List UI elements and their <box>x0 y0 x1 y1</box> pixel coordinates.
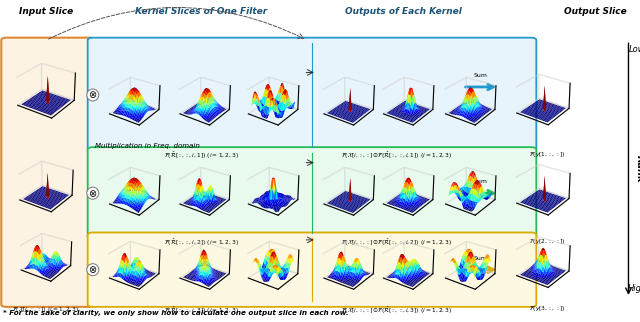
FancyBboxPatch shape <box>88 147 536 239</box>
Text: $\mathcal{F}(y[3,:,:])$: $\mathcal{F}(y[3,:,:])$ <box>529 304 565 313</box>
FancyBboxPatch shape <box>88 232 536 307</box>
Text: Output Slice: Output Slice <box>564 7 627 16</box>
Text: Multiplication in Freq. domain: Multiplication in Freq. domain <box>95 143 200 149</box>
FancyBboxPatch shape <box>1 38 95 307</box>
Text: Sum: Sum <box>474 179 488 185</box>
Text: Sum: Sum <box>474 256 488 261</box>
Text: $\mathcal{F}(\hat{\mathcal{R}}[:,:,i,2])\ (i=1,2,3)$: $\mathcal{F}(\hat{\mathcal{R}}[:,:,i,2])… <box>164 237 239 248</box>
Text: $\otimes$: $\otimes$ <box>88 90 97 100</box>
Text: $\mathcal{F}(\hat{\mathcal{R}}[:,:,i,1])\ (i=1,2,3)$: $\mathcal{F}(\hat{\mathcal{R}}[:,:,i,1])… <box>164 150 239 161</box>
Text: Sum: Sum <box>474 73 488 78</box>
Text: $\mathcal{F}(y[1,:,:])$: $\mathcal{F}(y[1,:,:])$ <box>529 150 565 159</box>
Text: $\otimes$: $\otimes$ <box>88 188 97 199</box>
Text: Outputs of Each Kernel: Outputs of Each Kernel <box>345 7 461 16</box>
Text: Input Slice: Input Slice <box>19 7 73 16</box>
Text: $\mathcal{F}(y[2,:,:])$: $\mathcal{F}(y[2,:,:])$ <box>529 237 565 246</box>
Text: $\mathcal{F}(\hat{\mathcal{R}}[:,:,i,3])\ (i=1,2,3)$: $\mathcal{F}(\hat{\mathcal{R}}[:,:,i,3])… <box>164 304 239 316</box>
Text: $\mathcal{F}(\mathcal{X}[i,:,:])\ (i=1,2,3)$: $\mathcal{F}(\mathcal{X}[i,:,:])\ (i=1,2… <box>12 304 80 314</box>
Text: $\mathcal{F}(\mathcal{X}[i,:,:]\!\odot\!\mathcal{F}(\hat{\mathcal{R}}[:,:,i,2])\: $\mathcal{F}(\mathcal{X}[i,:,:]\!\odot\!… <box>341 237 452 248</box>
FancyBboxPatch shape <box>88 38 536 152</box>
Text: High: High <box>628 284 640 293</box>
Text: Low: Low <box>629 45 640 54</box>
Text: $\mathcal{F}(\mathcal{X}[i,:,:]\!\odot\!\mathcal{F}(\hat{\mathcal{R}}[:,:,i,3])\: $\mathcal{F}(\mathcal{X}[i,:,:]\!\odot\!… <box>341 304 452 316</box>
Text: $\otimes$: $\otimes$ <box>88 264 97 275</box>
Text: $\mathcal{F}(\mathcal{X}[i,:,:]\!\odot\!\mathcal{F}(\hat{\mathcal{R}}[:,:,i,1])\: $\mathcal{F}(\mathcal{X}[i,:,:]\!\odot\!… <box>341 150 452 161</box>
Text: Kernel Slices of One Filter: Kernel Slices of One Filter <box>136 7 268 16</box>
Text: * For the sake of clarity, we only show how to calculate one output slice in eac: * For the sake of clarity, we only show … <box>3 309 349 316</box>
Text: Rank: Rank <box>635 155 640 183</box>
